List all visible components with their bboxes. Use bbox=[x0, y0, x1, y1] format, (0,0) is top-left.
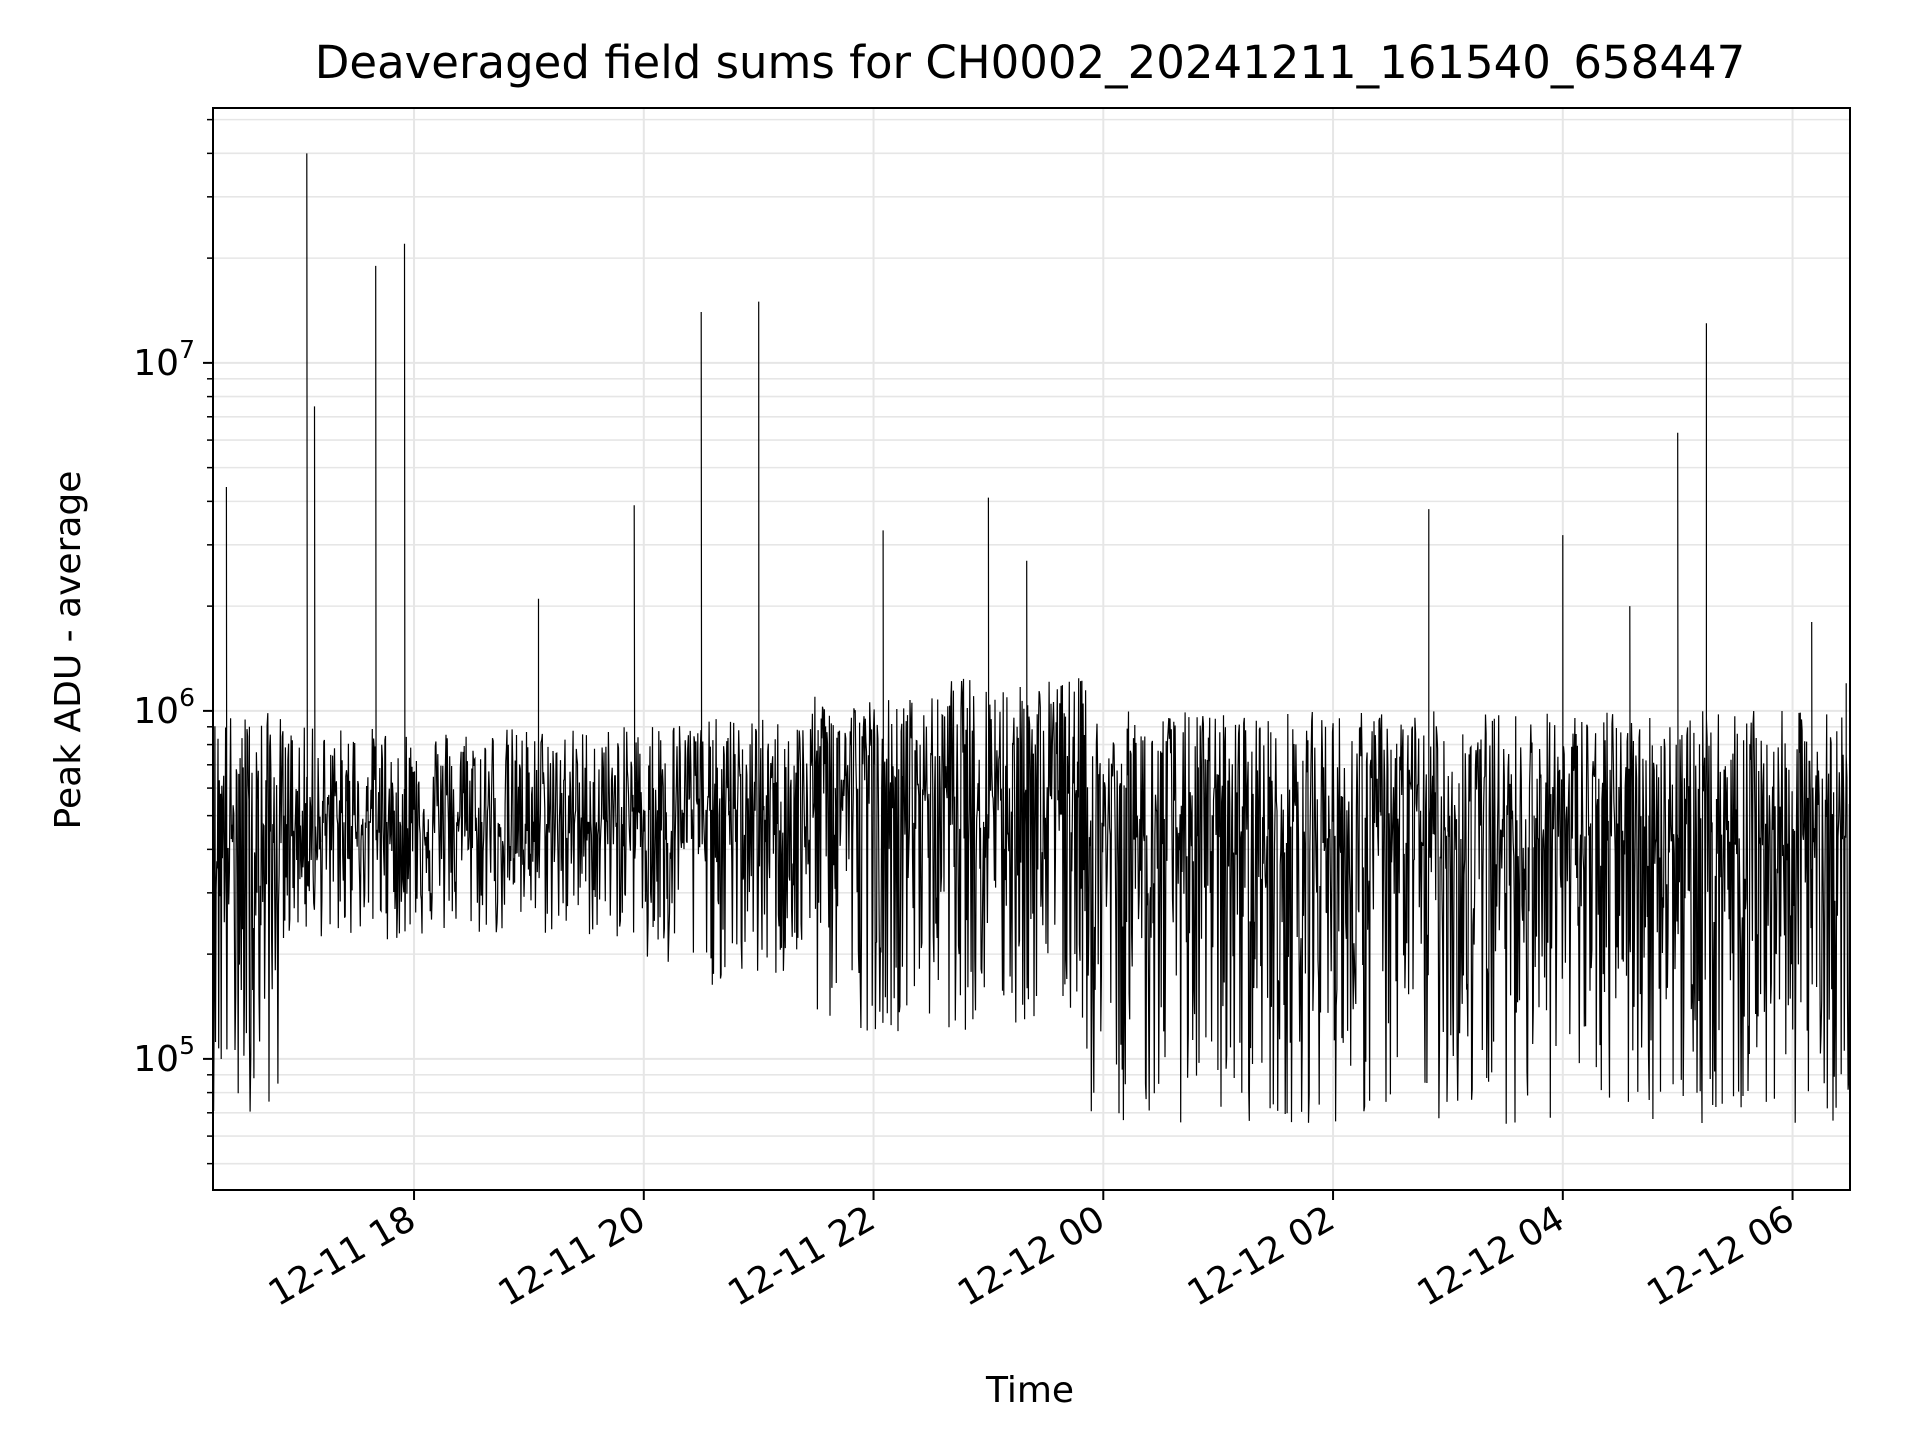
y-tick-label: 106 bbox=[133, 683, 195, 732]
plot-frame bbox=[212, 107, 1851, 1191]
data-series bbox=[212, 153, 1851, 1124]
plot-background bbox=[213, 108, 1850, 1190]
y-tick-label: 105 bbox=[133, 1031, 195, 1080]
series-line bbox=[212, 153, 1851, 1124]
chart-title: Deaveraged field sums for CH0002_2024121… bbox=[315, 36, 1745, 89]
y-axis-label: Peak ADU - average bbox=[48, 471, 89, 830]
plot-area bbox=[212, 107, 1851, 1191]
x-axis-label: Time bbox=[985, 1370, 1074, 1411]
y-tick-label: 107 bbox=[133, 335, 195, 384]
y-axis-ticks: 105 106 107 bbox=[133, 118, 213, 1165]
